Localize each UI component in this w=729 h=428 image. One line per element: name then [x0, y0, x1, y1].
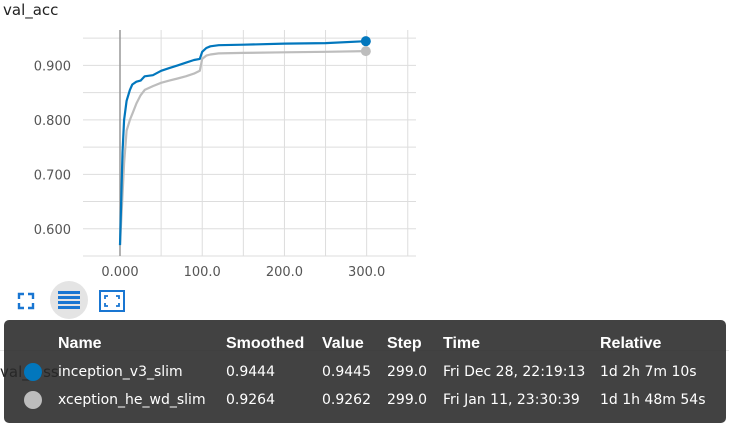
x-tick-label: 0.000: [101, 265, 138, 280]
chart-title: val_acc: [3, 1, 59, 19]
y-tick-label: 0.800: [34, 114, 71, 129]
val-acc-chart[interactable]: 0.600 0.700 0.800 0.900 0.000 100.0 200.0 300.0: [0, 0, 729, 285]
list-lines-icon: [58, 290, 80, 309]
header-time: Time: [443, 335, 481, 352]
header-name: Name: [58, 335, 102, 352]
header-relative: Relative: [600, 335, 662, 352]
header-value: Value: [322, 335, 364, 352]
row-smoothed: 0.9264: [226, 392, 275, 408]
row-value: 0.9262: [322, 392, 371, 408]
data-tooltip: Name Smoothed Value Step Time Relative i…: [4, 320, 726, 423]
fit-domain-button[interactable]: [96, 285, 128, 317]
expand-chart-button[interactable]: [10, 285, 42, 317]
fit-to-domain-icon: [99, 290, 125, 312]
x-tick-label: 200.0: [266, 265, 303, 280]
fullscreen-corners-icon: [17, 292, 35, 310]
toggle-data-selection-button[interactable]: [50, 280, 88, 319]
row-step: 299.0: [387, 364, 428, 380]
row-relative: 1d 2h 7m 10s: [600, 364, 697, 380]
y-tick-label: 0.600: [34, 223, 71, 238]
row-name: xception_he_wd_slim: [58, 392, 206, 408]
row-name: inception_v3_slim: [58, 364, 183, 380]
x-tick-label: 300.0: [348, 265, 385, 280]
row-smoothed: 0.9444: [226, 364, 275, 380]
header-smoothed: Smoothed: [226, 335, 305, 352]
row-step: 299.0: [387, 392, 428, 408]
row-time: Fri Dec 28, 22:19:13: [443, 364, 586, 380]
header-step: Step: [387, 335, 422, 352]
y-tick-label: 0.900: [34, 59, 71, 74]
row-value: 0.9445: [322, 364, 371, 380]
series-line-xception_he_wd_slim: [118, 50, 366, 246]
row-relative: 1d 1h 48m 54s: [600, 392, 706, 408]
series-endpoint-inception_v3_slim: [360, 36, 371, 47]
series-color-dot: [24, 391, 42, 409]
chart-toolbar: [10, 280, 136, 319]
series-color-dot: [24, 363, 42, 381]
x-tick-label: 100.0: [184, 265, 221, 280]
series-endpoint-xception_he_wd_slim: [360, 46, 371, 57]
series-line-inception_v3_slim: [118, 40, 366, 246]
y-tick-label: 0.700: [34, 168, 71, 183]
row-time: Fri Jan 11, 23:30:39: [443, 392, 580, 408]
